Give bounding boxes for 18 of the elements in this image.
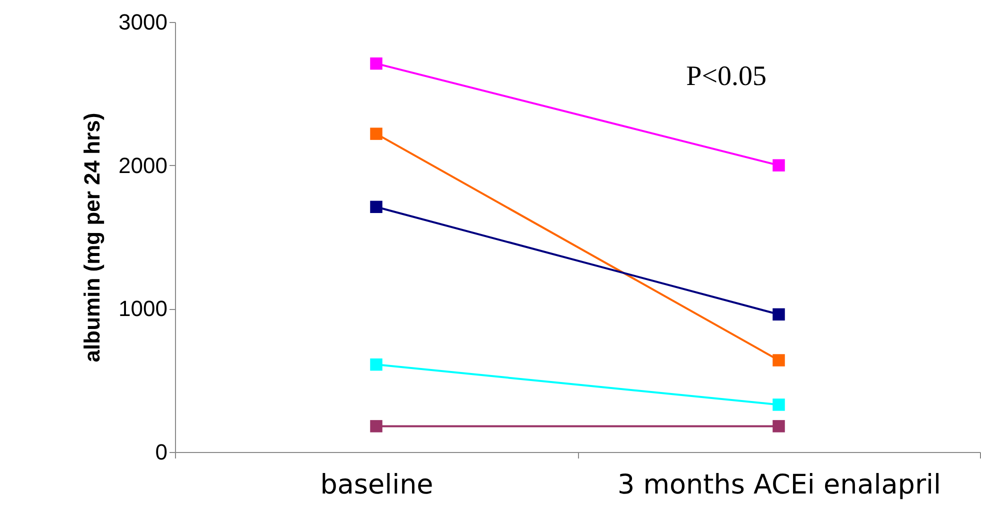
y-tick-label: 0 [155,440,168,464]
point [370,128,382,140]
x-tick-label: baseline [320,470,434,500]
point [772,308,785,321]
point [370,420,382,432]
y-tick-label: 3000 [118,10,168,34]
point [370,358,382,371]
point [772,420,785,432]
x-tick-label: 3 months ACEi enalapril [617,470,942,500]
annotation: P<0.05 [686,61,767,92]
point [370,57,382,70]
point [370,200,382,214]
point [772,159,785,172]
point [772,354,785,366]
y-tick-label: 1000 [118,296,168,322]
y-tick-label: 2000 [118,152,168,178]
y-axis-title: albumin (mg per 24 hrs) [80,112,105,362]
point [772,398,785,411]
